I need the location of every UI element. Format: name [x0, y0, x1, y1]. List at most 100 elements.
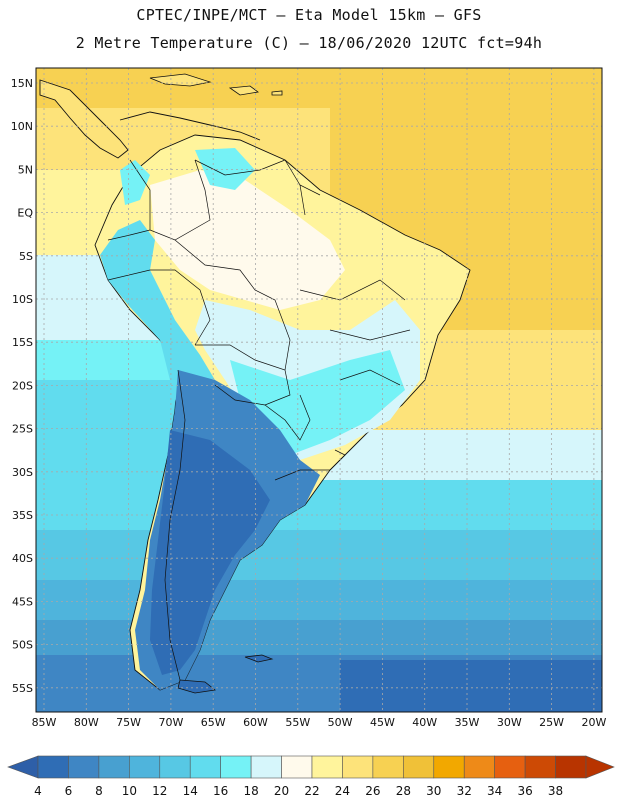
colorbar-swatch — [372, 755, 404, 779]
field-band-40s — [36, 530, 602, 585]
colorbar-label: 28 — [396, 784, 411, 798]
lon-label: 70W — [158, 716, 183, 729]
colorbar-swatch — [159, 755, 191, 779]
colorbar-swatch — [433, 755, 465, 779]
map-subtitle: 2 Metre Temperature (C) – 18/06/2020 12U… — [75, 34, 543, 52]
colorbar-label: 10 — [122, 784, 137, 798]
longitude-labels: 85W 80W 75W 70W 65W 60W 55W 50W 45W 40W 35W 30W 25W 2… — [32, 716, 607, 729]
colorbar-swatch — [524, 755, 556, 779]
temperature-field — [36, 68, 602, 712]
lat-label: 10S — [12, 293, 33, 306]
land-guiana-cool — [195, 148, 255, 190]
border-brazil-west — [174, 239, 291, 371]
colorbar-label: 38 — [548, 784, 563, 798]
colorbar-swatch — [281, 755, 313, 779]
latitude-labels: 15N 10N 5N EQ 5S 10S 15S 20S 25S 30S 35S 40S 45S 50S 5… — [11, 77, 34, 695]
lat-label: 30S — [12, 466, 33, 479]
colorbar-label: 4 — [34, 784, 42, 798]
lat-label: 5N — [18, 163, 33, 176]
lon-label: 75W — [116, 716, 141, 729]
lon-label: 45W — [370, 716, 395, 729]
lat-label: EQ — [17, 207, 33, 220]
colorbar-swatch — [68, 755, 100, 779]
lat-label: 35S — [12, 509, 33, 522]
colorbar-high-arrow — [585, 755, 615, 779]
colorbar-swatch — [463, 755, 495, 779]
colorbar-swatch — [37, 755, 69, 779]
border-ecuador — [107, 229, 151, 241]
land-andes-peaks — [120, 160, 150, 205]
land-andes-cold — [100, 220, 215, 410]
central-america-land — [39, 79, 129, 159]
map-title: CPTEC/INPE/MCT – Eta Model 15km – GFS — [136, 6, 482, 24]
colorbar-label: 34 — [487, 784, 502, 798]
colorbar-label: 36 — [517, 784, 532, 798]
country-borders — [107, 159, 411, 681]
colorbar-swatch — [98, 755, 130, 779]
lon-label: 60W — [243, 716, 268, 729]
field-band-50s — [36, 620, 602, 660]
colorbar-label: 20 — [274, 784, 289, 798]
colorbar-low-arrow — [7, 755, 39, 779]
lat-label: 10N — [11, 120, 33, 133]
lon-label: 85W — [32, 716, 57, 729]
border-brazil-states — [299, 279, 411, 386]
lon-label: 65W — [201, 716, 226, 729]
lat-label: 15N — [11, 77, 33, 90]
colorbar-label: 16 — [213, 784, 228, 798]
colorbar-label: 24 — [335, 784, 350, 798]
lon-label: 25W — [539, 716, 564, 729]
lat-label: 20S — [12, 379, 33, 392]
lat-label: 25S — [12, 423, 33, 436]
graticule — [36, 68, 602, 712]
colorbar-label: 18 — [243, 784, 258, 798]
lat-label: 50S — [12, 639, 33, 652]
lat-label: 15S — [12, 336, 33, 349]
puerto-rico-island — [271, 90, 283, 96]
border-paraguay — [264, 394, 311, 441]
colorbar: 4 6 8 10 12 14 16 18 20 22 24 26 28 30 32 34 36 38 — [7, 755, 615, 798]
colorbar-label: 30 — [426, 784, 441, 798]
colorbar-swatch — [494, 755, 526, 779]
colorbar-label: 26 — [365, 784, 380, 798]
colorbar-swatch — [129, 755, 161, 779]
border-bolivia — [195, 344, 291, 406]
field-band-45s — [36, 580, 602, 625]
lat-label: 40S — [12, 552, 33, 565]
title-block: CPTEC/INPE/MCT – Eta Model 15km – GFS 2 … — [0, 0, 618, 62]
lon-label: 50W — [328, 716, 353, 729]
colorbar-swatch — [342, 755, 374, 779]
lat-label: 45S — [12, 595, 33, 608]
colorbar-label: 14 — [183, 784, 198, 798]
colorbar-swatch — [311, 755, 343, 779]
lon-label: 30W — [497, 716, 522, 729]
colorbar-label: 8 — [95, 784, 103, 798]
lon-label: 35W — [455, 716, 480, 729]
colorbar-label: 6 — [65, 784, 73, 798]
tierra-del-fuego — [177, 679, 216, 694]
border-uruguay — [274, 449, 346, 481]
border-chile-argentina — [164, 369, 186, 681]
border-peru — [107, 269, 211, 346]
field-band-far-south — [340, 660, 602, 712]
lat-label: 55S — [12, 682, 33, 695]
hispaniola-island — [228, 85, 259, 96]
colorbar-swatch — [189, 755, 221, 779]
colorbar-label: 12 — [152, 784, 167, 798]
border-venezuela — [194, 159, 286, 176]
lon-label: 55W — [285, 716, 310, 729]
falkland-islands — [244, 654, 274, 663]
land-patagonia-coldest — [150, 430, 270, 675]
colorbar-swatch — [250, 755, 282, 779]
map-frame — [35, 67, 603, 713]
lat-label: 5S — [19, 250, 33, 263]
lon-label: 20W — [581, 716, 606, 729]
colorbar-swatch — [403, 755, 435, 779]
land-north-pale — [150, 170, 345, 310]
colorbar-label: 32 — [457, 784, 472, 798]
lon-label: 80W — [74, 716, 99, 729]
lon-label: 40W — [412, 716, 437, 729]
colorbar-swatch — [555, 755, 587, 779]
caribbean-coast — [119, 111, 261, 141]
